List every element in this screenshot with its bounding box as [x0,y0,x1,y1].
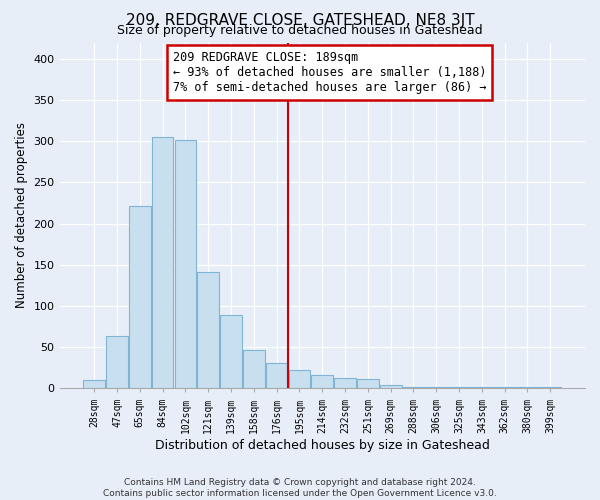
Bar [266,363,287,388]
Bar [289,370,310,388]
Bar [243,350,265,389]
Text: 209 REDGRAVE CLOSE: 189sqm
← 93% of detached houses are smaller (1,188)
7% of se: 209 REDGRAVE CLOSE: 189sqm ← 93% of deta… [173,51,486,94]
Bar [357,379,379,388]
Text: 209, REDGRAVE CLOSE, GATESHEAD, NE8 3JT: 209, REDGRAVE CLOSE, GATESHEAD, NE8 3JT [125,12,475,28]
Bar [129,206,151,388]
Bar [380,385,401,388]
X-axis label: Distribution of detached houses by size in Gateshead: Distribution of detached houses by size … [155,440,490,452]
Y-axis label: Number of detached properties: Number of detached properties [15,122,28,308]
Text: Size of property relative to detached houses in Gateshead: Size of property relative to detached ho… [117,24,483,37]
Bar [334,378,356,388]
Bar [425,386,447,388]
Bar [403,386,424,388]
Bar [220,315,242,388]
Bar [175,140,196,388]
Bar [311,375,333,388]
Bar [83,380,105,388]
Text: Contains HM Land Registry data © Crown copyright and database right 2024.
Contai: Contains HM Land Registry data © Crown c… [103,478,497,498]
Bar [106,336,128,388]
Bar [197,272,219,388]
Bar [152,137,173,388]
